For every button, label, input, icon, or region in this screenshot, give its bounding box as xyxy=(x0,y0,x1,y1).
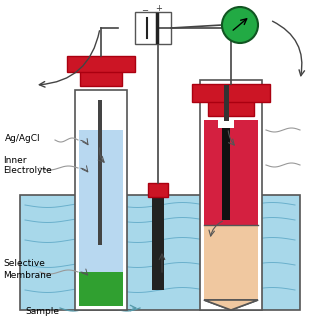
Text: +: + xyxy=(156,4,163,13)
Bar xyxy=(222,125,230,220)
Polygon shape xyxy=(204,300,258,310)
Bar xyxy=(152,195,164,290)
Text: Membrane: Membrane xyxy=(3,270,52,279)
Bar xyxy=(200,80,262,310)
Bar xyxy=(80,68,122,86)
Bar xyxy=(135,12,171,44)
Bar xyxy=(208,98,254,116)
Circle shape xyxy=(222,7,258,43)
Bar xyxy=(98,100,102,245)
Bar xyxy=(79,272,123,306)
Bar xyxy=(75,90,127,310)
Bar xyxy=(204,120,258,225)
Polygon shape xyxy=(204,300,258,310)
Bar xyxy=(224,85,229,121)
Bar xyxy=(204,225,258,300)
Bar xyxy=(218,118,234,128)
Bar xyxy=(67,56,135,72)
Bar xyxy=(79,130,123,285)
Bar xyxy=(148,183,168,197)
Bar xyxy=(20,195,300,310)
Text: Selective: Selective xyxy=(3,260,45,268)
Bar xyxy=(192,84,270,102)
Text: −: − xyxy=(141,6,148,15)
Text: Electrolyte: Electrolyte xyxy=(3,165,52,174)
Text: Sample: Sample xyxy=(25,307,59,316)
Text: Inner: Inner xyxy=(3,156,27,164)
Text: Ag/AgCl: Ag/AgCl xyxy=(5,133,41,142)
